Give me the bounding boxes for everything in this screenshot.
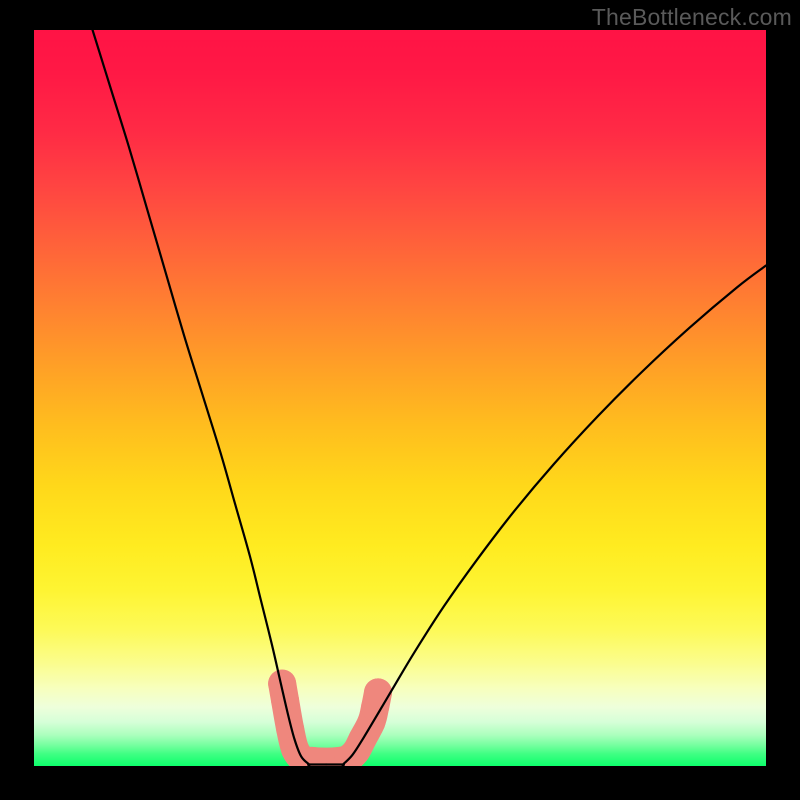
chart-svg: [0, 0, 800, 800]
watermark-text: TheBottleneck.com: [592, 4, 792, 31]
gradient-background: [34, 30, 766, 766]
